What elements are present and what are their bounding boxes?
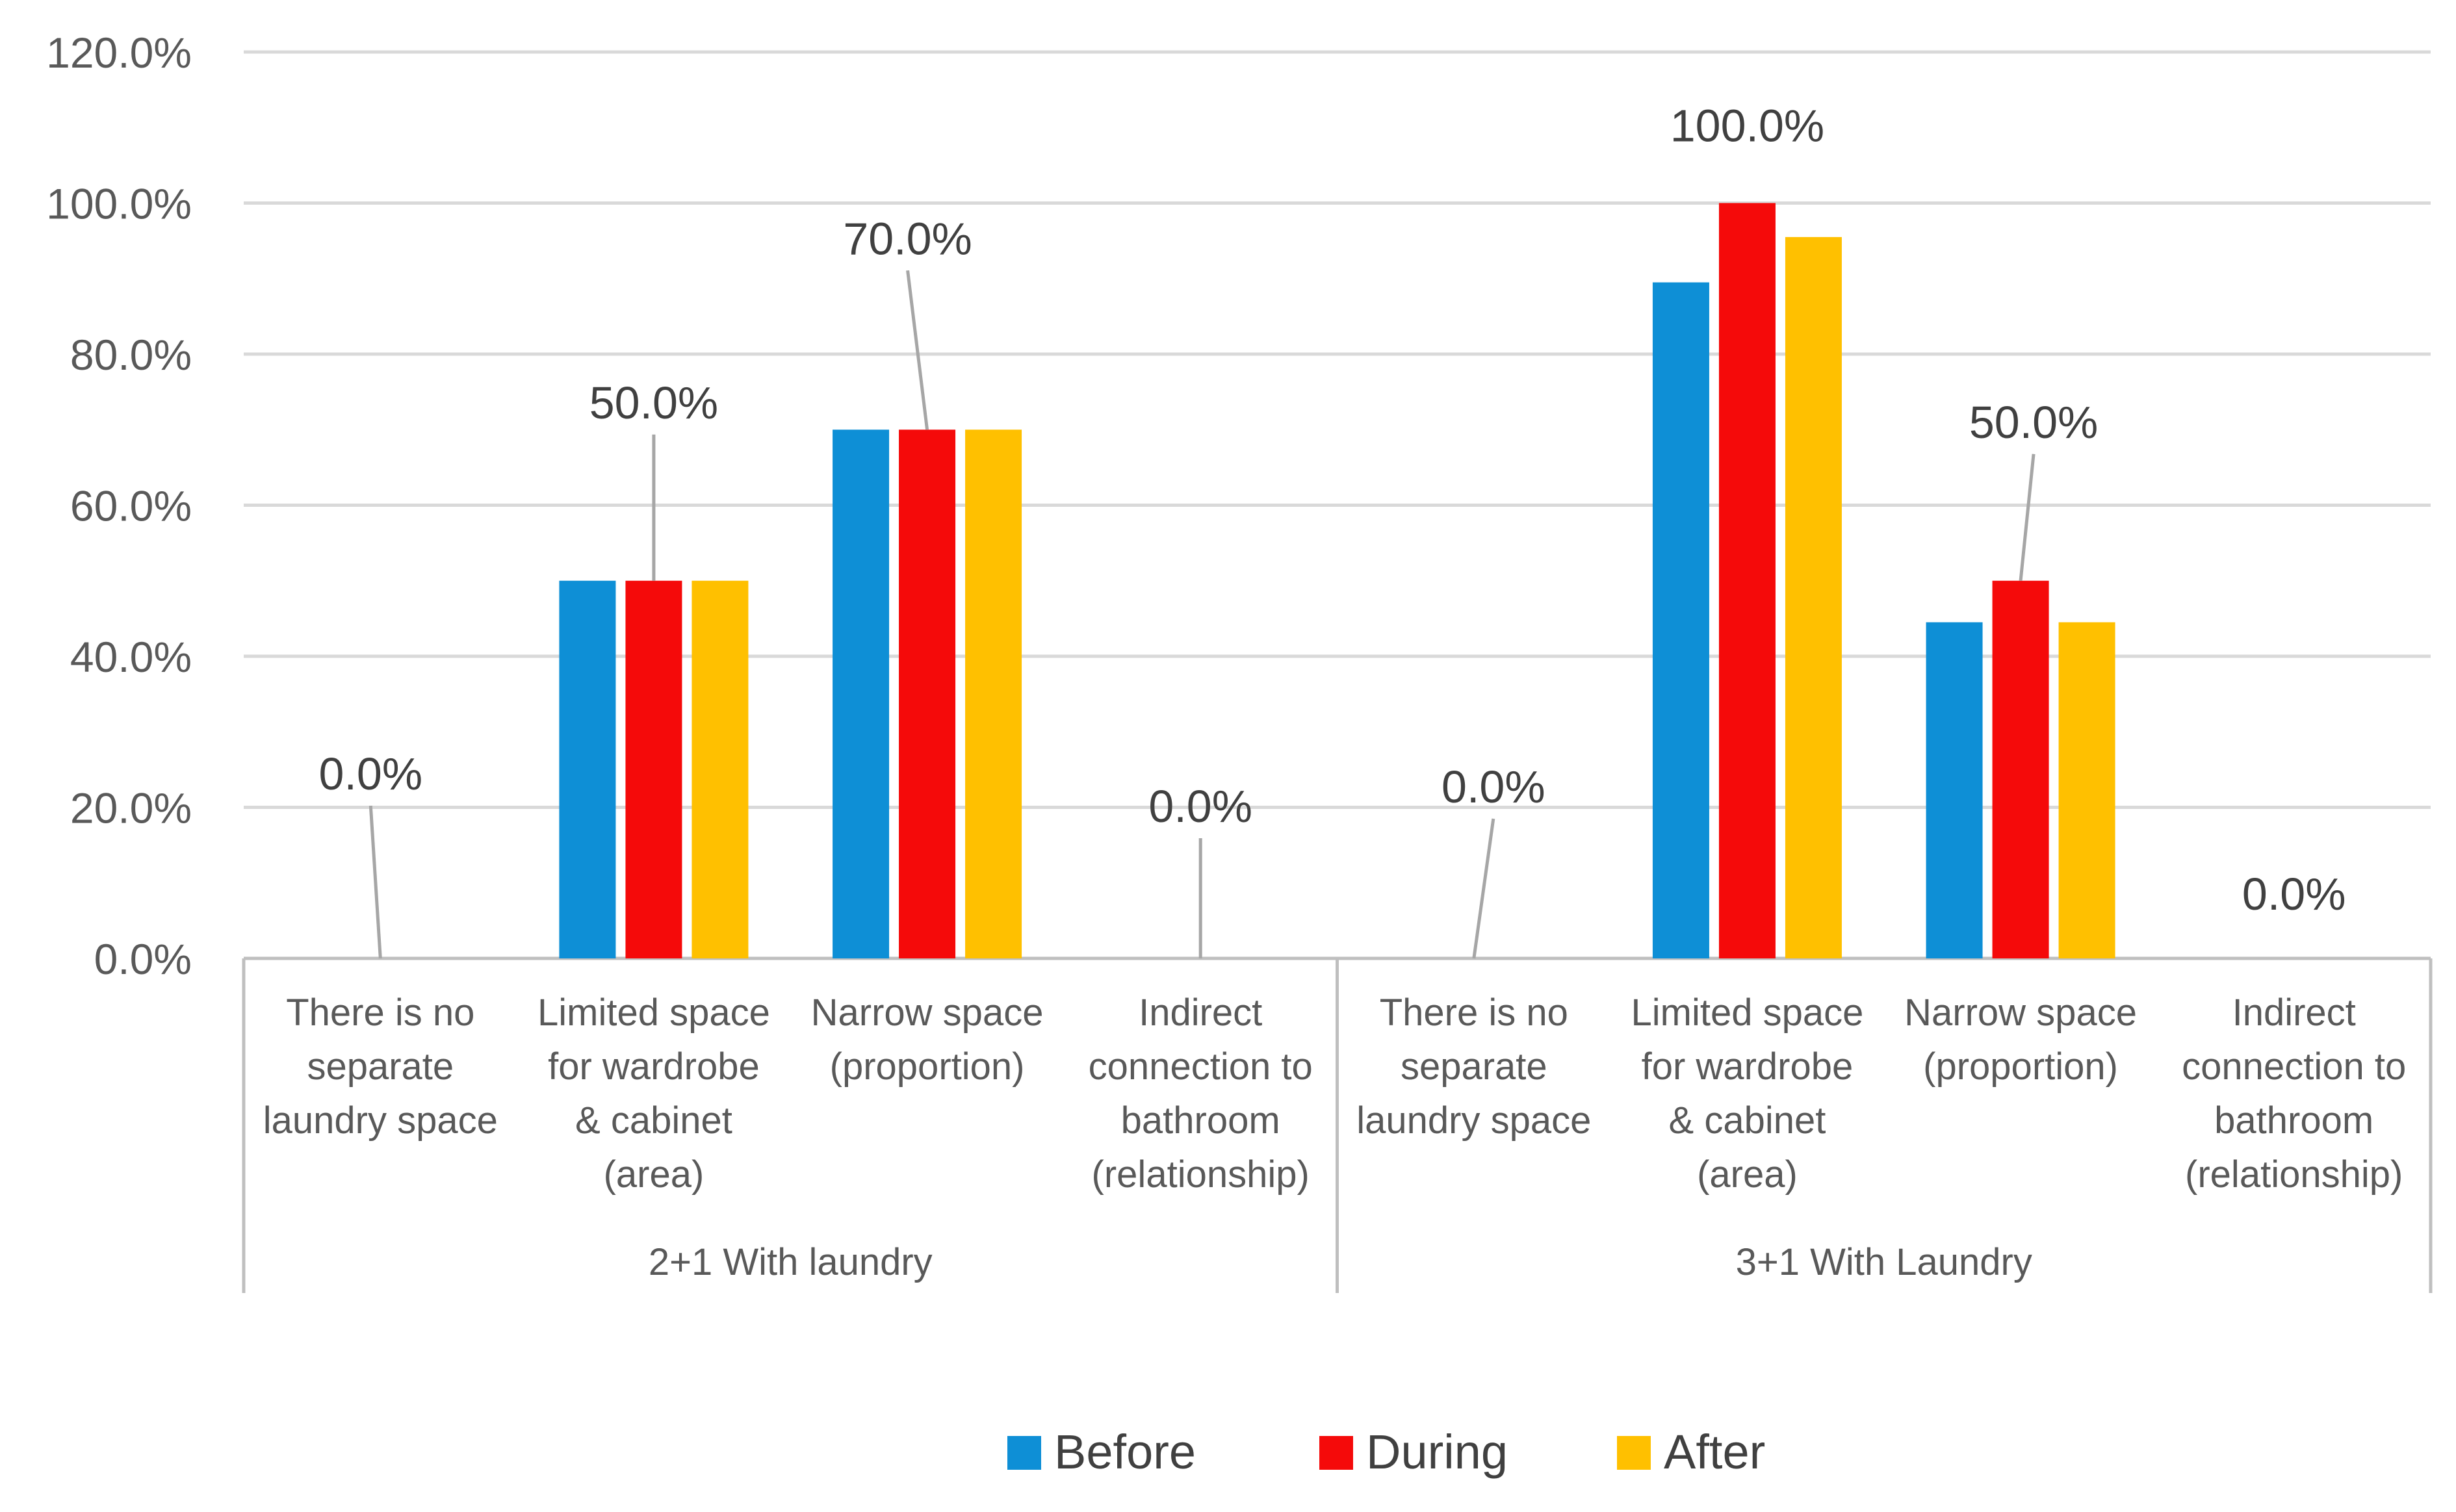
bars — [559, 203, 2115, 958]
bar-during — [1718, 203, 1776, 958]
category-label-line: (area) — [604, 1153, 704, 1196]
bar-after — [965, 429, 1022, 958]
category-label-line: Indirect — [2232, 992, 2356, 1034]
y-tick-label: 20.0% — [70, 784, 192, 832]
category-label: Limited space for wardrobe & cabinet (area) — [1631, 992, 1864, 1196]
category-label-line: Indirect — [1139, 992, 1262, 1034]
category-label-line: (relationship) — [1092, 1153, 1310, 1196]
bar-before — [1652, 282, 1709, 958]
category-label-line: separate — [307, 1045, 454, 1088]
category-label-line: Limited space — [1631, 992, 1864, 1034]
category-label: Narrow space (proportion) — [811, 992, 1044, 1088]
y-tick-label: 100.0% — [46, 180, 192, 228]
category-label-line: laundry space — [263, 1099, 498, 1142]
category-label-line: Limited space — [537, 992, 770, 1034]
bar-during — [625, 580, 682, 958]
legend-swatch-after — [1617, 1436, 1651, 1470]
y-tick-label: 0.0% — [94, 935, 192, 983]
leader-line — [368, 805, 382, 959]
category-label-line: (proportion) — [1923, 1045, 2118, 1088]
category-label-line: for wardrobe — [548, 1045, 760, 1088]
data-label: 0.0% — [2242, 869, 2346, 919]
data-label: 70.0% — [843, 213, 972, 264]
category-label: Indirect connection to bathroom (relationsh… — [1089, 992, 1313, 1196]
x-axis: There is no separate laundry space Limited … — [242, 956, 2433, 1293]
bar-during — [1992, 580, 2049, 958]
data-label: 0.0% — [1148, 781, 1252, 832]
data-label: 100.0% — [1670, 101, 1824, 151]
y-tick-label: 120.0% — [46, 29, 192, 77]
category-label-line: connection to — [1089, 1045, 1313, 1088]
bar-before — [833, 429, 890, 958]
data-label: 0.0% — [1441, 762, 1545, 812]
category-label: There is no separate laundry space — [263, 992, 498, 1142]
leader-line — [2019, 454, 2036, 582]
leader-line — [1472, 818, 1495, 959]
data-label: 0.0% — [319, 749, 423, 799]
category-label-line: & cabinet — [575, 1099, 732, 1142]
legend-label: During — [1366, 1425, 1508, 1479]
category-label-line: (proportion) — [830, 1045, 1025, 1088]
legend-label: Before — [1054, 1425, 1196, 1479]
legend-swatch-before — [1007, 1436, 1041, 1470]
category-label-line: connection to — [2182, 1045, 2406, 1088]
category-label-line: There is no — [1380, 992, 1568, 1034]
y-tick-label: 60.0% — [70, 482, 192, 530]
category-label-line: separate — [1401, 1045, 1547, 1088]
category-label-line: laundry space — [1356, 1099, 1591, 1142]
bar-after — [692, 580, 749, 958]
y-tick-label: 80.0% — [70, 331, 192, 379]
category-label: Limited space for wardrobe & cabinet (area) — [537, 992, 770, 1196]
bar-after — [2058, 622, 2115, 958]
category-label-line: for wardrobe — [1642, 1045, 1854, 1088]
category-label-line: Narrow space — [811, 992, 1044, 1034]
group-label: 2+1 With laundry — [649, 1241, 933, 1283]
bar-during — [899, 429, 956, 958]
category-label: Narrow space (proportion) — [1904, 992, 2137, 1088]
y-axis: 0.0% 20.0% 40.0% 60.0% 80.0% 100.0% 120.0% — [46, 29, 192, 983]
category-label-line: There is no — [286, 992, 474, 1034]
leader-line — [906, 270, 929, 430]
bar-after — [1785, 237, 1842, 958]
bar-before — [559, 580, 616, 958]
category-label-line: (area) — [1697, 1153, 1798, 1196]
legend: Before During After — [1007, 1425, 1765, 1479]
bar-before — [1926, 622, 1983, 958]
category-label: Indirect connection to bathroom (relationsh… — [2182, 992, 2406, 1196]
category-label-line: Narrow space — [1904, 992, 2137, 1034]
y-tick-label: 40.0% — [70, 633, 192, 681]
legend-swatch-during — [1319, 1436, 1353, 1470]
group-label: 3+1 With Laundry — [1736, 1241, 2032, 1283]
category-label: There is no separate laundry space — [1356, 992, 1591, 1142]
data-label: 50.0% — [1969, 397, 2098, 448]
category-label-line: (relationship) — [2185, 1153, 2403, 1196]
category-label-line: bathroom — [2214, 1099, 2373, 1142]
legend-label: After — [1664, 1425, 1765, 1479]
category-label-line: & cabinet — [1669, 1099, 1826, 1142]
category-label-line: bathroom — [1121, 1099, 1280, 1142]
data-labels: 0.0% 50.0% 70.0% 0.0% 0.0% 100.0% 50.0% 0.0% — [319, 101, 2346, 959]
data-label: 50.0% — [589, 378, 718, 428]
